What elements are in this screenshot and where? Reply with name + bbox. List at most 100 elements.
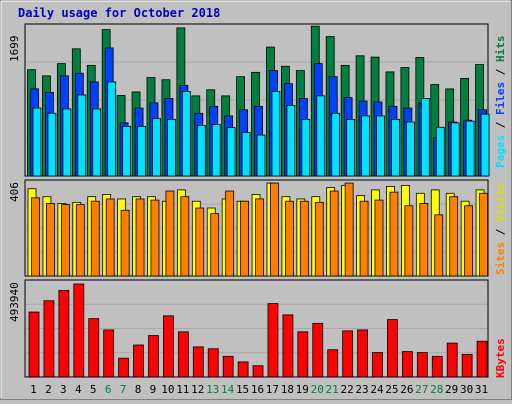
bar-sites-day-23 <box>359 200 369 277</box>
bar-sites-day-15 <box>240 200 249 277</box>
bar-sites-day-14 <box>225 190 235 277</box>
legend-kbytes-wrap: KBytes <box>494 338 507 378</box>
x-tick-label-16: 16 <box>251 383 264 396</box>
x-tick-label-25: 25 <box>385 383 398 396</box>
x-tick-label-3: 3 <box>60 383 67 396</box>
bar-sites-day-12 <box>195 207 205 277</box>
bar-kbytes-day-21 <box>327 349 339 378</box>
x-tick-label-20: 20 <box>311 383 324 396</box>
bar-kbytes-day-15 <box>237 361 249 378</box>
bar-sites-day-20 <box>314 201 324 277</box>
x-tick-label-12: 12 <box>191 383 204 396</box>
bar-pages-day-21 <box>331 112 341 177</box>
bar-sites-day-10 <box>165 190 175 277</box>
chart-title: Daily usage for October 2018 <box>18 6 221 20</box>
x-tick-label-29: 29 <box>445 383 458 396</box>
legend-sites-visits: Sites / Visits <box>494 182 507 275</box>
bar-pages-day-17 <box>271 91 281 177</box>
bar-pages-day-19 <box>301 118 311 177</box>
bar-kbytes-day-28 <box>431 355 443 378</box>
bar-kbytes-day-16 <box>252 365 264 378</box>
bar-sites-day-29 <box>449 196 459 277</box>
bar-pages-day-9 <box>152 118 161 177</box>
bar-sites-day-27 <box>419 203 429 277</box>
x-tick-label-13: 13 <box>206 383 219 396</box>
bar-sites-day-17 <box>270 182 279 277</box>
bar-sites-day-28 <box>434 214 444 277</box>
bar-kbytes-day-7 <box>118 357 130 378</box>
bar-kbytes-day-20 <box>312 322 324 378</box>
bar-pages-day-23 <box>361 115 370 177</box>
bar-pages-day-26 <box>405 121 415 177</box>
bar-kbytes-day-5 <box>88 318 100 378</box>
bar-kbytes-day-11 <box>177 331 189 378</box>
legend-kbytes: KBytes <box>494 338 507 378</box>
x-tick-label-4: 4 <box>75 383 82 396</box>
x-tick-label-30: 30 <box>460 383 473 396</box>
x-tick-label-9: 9 <box>150 383 157 396</box>
bar-pages-day-4 <box>77 94 87 177</box>
bar-kbytes-day-12 <box>192 346 204 378</box>
bar-sites-day-13 <box>210 213 220 277</box>
bar-pages-day-13 <box>211 124 221 177</box>
bar-pages-day-18 <box>286 105 296 177</box>
bar-sites-day-22 <box>344 182 354 277</box>
bar-kbytes-day-6 <box>103 329 115 378</box>
bar-pages-day-10 <box>167 118 176 177</box>
x-tick-label-8: 8 <box>135 383 142 396</box>
bar-pages-day-1 <box>32 107 42 177</box>
x-tick-label-24: 24 <box>370 383 384 396</box>
bar-sites-day-1 <box>31 197 40 277</box>
bar-kbytes-day-24 <box>372 352 383 378</box>
bar-pages-day-22 <box>346 118 356 177</box>
bar-sites-day-5 <box>90 200 100 277</box>
x-tick-label-5: 5 <box>90 383 97 396</box>
bar-sites-day-21 <box>329 190 339 277</box>
bar-pages-day-2 <box>47 112 57 177</box>
x-tick-label-2: 2 <box>45 383 52 396</box>
bar-kbytes-day-14 <box>222 355 234 378</box>
x-tick-label-14: 14 <box>221 383 235 396</box>
bar-kbytes-day-8 <box>133 344 144 378</box>
x-tick-label-23: 23 <box>355 383 368 396</box>
legend-visits: Visits <box>494 182 507 222</box>
x-tick-label-1: 1 <box>30 383 37 396</box>
bar-kbytes-day-19 <box>297 331 309 378</box>
bar-pages-day-29 <box>450 122 460 177</box>
x-tick-label-19: 19 <box>296 383 309 396</box>
bar-pages-day-3 <box>62 108 72 177</box>
bar-pages-day-25 <box>391 118 400 177</box>
bar-kbytes-day-29 <box>446 342 458 378</box>
bar-kbytes-day-2 <box>43 300 55 378</box>
ymax-label-kbytes: 493940 <box>8 282 21 322</box>
bar-sites-day-3 <box>60 204 70 277</box>
bar-kbytes-day-1 <box>28 311 40 378</box>
bar-pages-day-5 <box>92 108 102 177</box>
bar-sites-day-18 <box>285 200 294 277</box>
bar-pages-day-31 <box>480 113 490 177</box>
bar-sites-day-6 <box>105 198 115 277</box>
x-tick-label-27: 27 <box>415 383 428 396</box>
bar-sites-day-25 <box>389 191 399 277</box>
bar-kbytes-day-4 <box>73 283 85 378</box>
bar-kbytes-day-18 <box>282 314 294 378</box>
bar-kbytes-day-13 <box>207 348 219 378</box>
legend-pages: Pages <box>494 134 507 168</box>
bar-pages-day-8 <box>137 125 146 177</box>
bar-kbytes-day-22 <box>342 330 354 378</box>
legend-hits: Hits <box>494 35 507 63</box>
bar-pages-day-15 <box>241 132 251 177</box>
bar-sites-day-19 <box>299 200 309 277</box>
bar-kbytes-day-9 <box>148 335 159 378</box>
bar-sites-day-31 <box>479 192 488 277</box>
ymax-label-visits: 406 <box>8 182 21 202</box>
legend-pages-files-hits: Pages / Files / Hits <box>494 35 507 169</box>
bar-sites-day-8 <box>135 198 145 277</box>
bar-kbytes-day-27 <box>416 352 428 378</box>
legend-sites: Sites <box>494 241 507 275</box>
bar-pages-day-14 <box>226 127 236 177</box>
bar-pages-day-6 <box>107 81 117 177</box>
bar-sites-day-4 <box>75 204 85 277</box>
bar-kbytes-day-31 <box>476 340 488 378</box>
